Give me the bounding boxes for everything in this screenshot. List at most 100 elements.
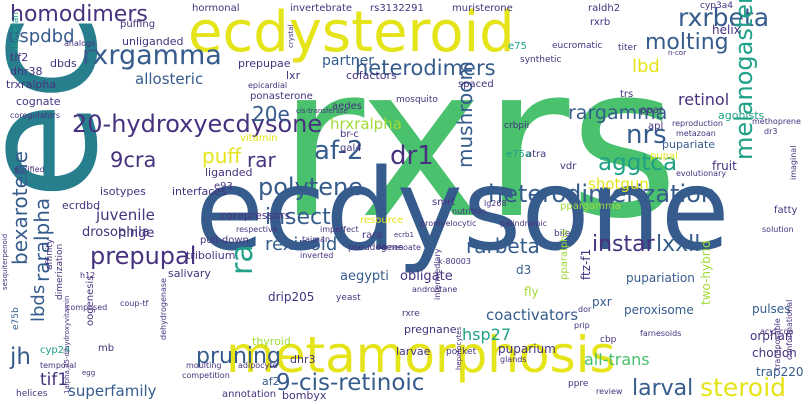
word-e93: e93 — [214, 181, 233, 192]
word-hrxralpha: hrxralpha — [330, 115, 402, 133]
word-orphan: orphan — [750, 329, 793, 343]
word-pupariation: pupariation — [626, 271, 695, 285]
word-pocket: pocket — [446, 347, 477, 357]
word-temporal: temporal — [40, 361, 77, 370]
word-rexinoid: rexinoid — [265, 234, 338, 255]
word-tif2: tif2 — [10, 51, 29, 64]
word-helices: helices — [16, 389, 48, 399]
word-rs3132291: rs3132291 — [370, 3, 424, 14]
word-nutrition: nutrition — [452, 207, 487, 216]
word-imperfect: imperfect — [320, 225, 359, 234]
word-affinity: affinity — [45, 238, 55, 270]
word-tribolium: tribolium — [186, 249, 236, 262]
word-coup-tf: coup-tf — [120, 299, 149, 308]
word-20-hydroxyecdysone: 20-hydroxyecdysone — [72, 110, 323, 138]
word-taiman: taiman — [302, 235, 331, 244]
word-jh: jh — [10, 344, 31, 370]
word-lxr: lxr — [286, 69, 301, 82]
word-oogenesis: oogenesis — [85, 275, 96, 326]
word-farnesoids: farnesoids — [640, 329, 682, 338]
word-rar: rar — [247, 148, 276, 172]
word-dhr3: dhr3 — [290, 353, 316, 366]
word-lg268: lg268 — [484, 199, 507, 208]
word-dhr38: dhr38 — [10, 65, 43, 78]
word-h12: h12 — [80, 271, 96, 280]
word-cognate: cognate — [16, 95, 61, 108]
word-puffing: puffing — [120, 19, 156, 30]
word-corepressors: corepressors — [220, 209, 291, 222]
word-vitamin: vitamin — [240, 133, 278, 144]
word-apl: apl — [648, 121, 664, 132]
word-af2: af2 — [262, 375, 280, 388]
word-cofactors: cofactors — [346, 69, 397, 82]
word-trxralpha: trxralpha — [6, 78, 57, 91]
word-pxr: pxr — [592, 295, 612, 309]
word-aedes: aedes — [332, 101, 362, 112]
word-purified: purified — [14, 165, 45, 174]
word-egg: egg — [82, 369, 96, 377]
word-ecdysteroid: ecdysteroid — [188, 0, 515, 65]
word-rarbeta: rarbeta — [466, 234, 540, 258]
word-rxrs: rxrs — [278, 20, 679, 265]
word-methoprene: methoprene — [752, 117, 801, 126]
word-interfaces: interfaces — [172, 185, 227, 198]
word-synthetic: synthetic — [520, 55, 562, 65]
word-review: review — [596, 387, 623, 396]
word-instar: instar — [592, 232, 655, 257]
word-rxre: rxre — [402, 309, 420, 319]
word-muristerone: muristerone — [452, 3, 513, 14]
word-prip: prip — [574, 321, 590, 330]
word-adipocyte: adipocyte — [238, 361, 278, 370]
word-lbds: lbds — [28, 284, 49, 322]
word-imaginal: imaginal — [789, 145, 798, 180]
word-cyp3a4: cyp3a4 — [700, 1, 733, 11]
word-pupariate: pupariate — [662, 138, 716, 151]
word-d3: d3 — [516, 263, 532, 277]
word-mushroom: mushroom — [453, 61, 477, 168]
word-partner: partner — [322, 53, 374, 69]
word-inverted: inverted — [300, 251, 334, 260]
word-trs: trs — [620, 89, 634, 100]
word-yeast: yeast — [336, 293, 361, 303]
word-reproduction: reproduction — [672, 119, 723, 128]
word-ppar: ppar — [640, 105, 663, 116]
word-drosophila: drosophila — [82, 225, 150, 240]
word-uspdbd: uspdbd — [8, 26, 75, 47]
word-e75a: e75a — [506, 149, 532, 160]
word-crbpii: crbpii — [504, 121, 530, 131]
word-hinge: hinge — [118, 226, 155, 241]
word-ppre: ppre — [568, 379, 589, 389]
word-raldh2: raldh2 — [588, 3, 621, 14]
word-dr3: dr3 — [764, 127, 778, 136]
word-chorion: chorion — [752, 346, 797, 360]
word-respective: respective — [236, 225, 278, 234]
word-peroxisome: peroxisome — [624, 303, 694, 317]
word-gal4: gal4 — [340, 143, 362, 154]
word-n-cor: n-cor — [668, 49, 686, 57]
word-pull-down: pull-down — [200, 235, 249, 246]
word-bombyx: bombyx — [282, 389, 327, 402]
word-ponasterone: ponasterone — [250, 91, 313, 102]
word-prepupae: prepupae — [238, 57, 291, 70]
word-rxrb: rxrb — [590, 17, 611, 28]
word-dr1: dr1 — [390, 141, 434, 171]
word-puparium: puparium — [498, 342, 556, 356]
word-e75: e75 — [508, 41, 527, 52]
word-9-cis-retinoic: 9-cis-retinoic — [276, 370, 425, 396]
word-promyelocytic: promyelocytic — [420, 219, 477, 228]
word-pupal: pupal — [650, 151, 678, 162]
word-coregulators: coregulators — [10, 111, 61, 120]
word-atra: atra — [526, 149, 547, 160]
word-juvenile: juvenile — [96, 206, 155, 224]
word-palindromic: palindromic — [500, 219, 547, 228]
word-annotation: annotation — [222, 389, 277, 400]
word-fruit: fruit — [712, 159, 737, 173]
word-obligate: obligate — [400, 269, 453, 284]
word-titer: titer — [618, 43, 637, 53]
word-rxrbeta: rxrbeta — [678, 3, 770, 32]
word-superfamily: superfamily — [68, 382, 157, 400]
word-smrt: smrt — [432, 197, 455, 208]
word-pregnane: pregnane — [404, 323, 457, 336]
word-pruning: pruning — [196, 344, 281, 369]
word-pparalpha: pparalpha — [559, 229, 570, 280]
